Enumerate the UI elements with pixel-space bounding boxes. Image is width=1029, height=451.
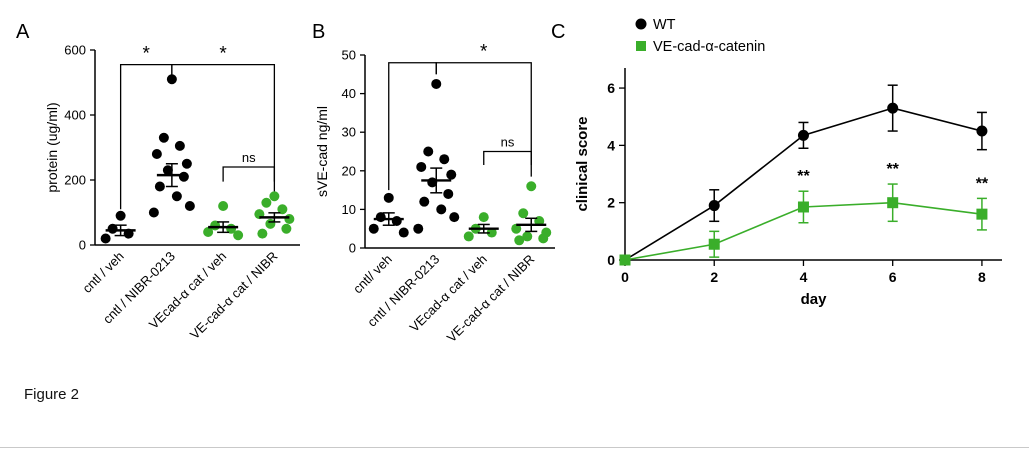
- panel-b-label: B: [312, 21, 326, 43]
- svg-text:VE-cad-α cat / NIBR: VE-cad-α cat / NIBR: [187, 249, 281, 343]
- figure-caption: Figure 2: [24, 386, 80, 403]
- svg-text:clinical score: clinical score: [574, 116, 591, 211]
- svg-text:2: 2: [710, 269, 718, 285]
- svg-text:200: 200: [64, 173, 86, 188]
- svg-text:**: **: [886, 161, 899, 178]
- svg-text:0: 0: [621, 269, 629, 285]
- svg-text:WT: WT: [653, 17, 676, 33]
- svg-text:sVE-cad ng/ml: sVE-cad ng/ml: [314, 106, 330, 197]
- page-divider: [0, 447, 1029, 448]
- svg-text:8: 8: [978, 269, 986, 285]
- panel-a-label: A: [16, 21, 30, 43]
- svg-text:20: 20: [342, 163, 356, 178]
- svg-text:*: *: [480, 42, 488, 63]
- svg-text:0: 0: [349, 241, 356, 256]
- svg-text:10: 10: [342, 202, 356, 217]
- svg-text:cntl / veh: cntl / veh: [79, 249, 126, 296]
- svg-text:600: 600: [64, 43, 86, 58]
- svg-text:2: 2: [607, 195, 615, 211]
- svg-text:30: 30: [342, 125, 356, 140]
- svg-text:4: 4: [800, 269, 808, 285]
- svg-text:40: 40: [342, 86, 356, 101]
- svg-text:ns: ns: [242, 150, 256, 165]
- panel-c-chart: 0 2 4 6 0 2 4 6 8 day clinical score WT VE-cad-α-cat…: [574, 17, 1002, 308]
- svg-text:400: 400: [64, 108, 86, 123]
- svg-text:protein (ug/ml): protein (ug/ml): [44, 102, 60, 192]
- svg-text:0: 0: [79, 238, 86, 253]
- svg-text:0: 0: [607, 252, 615, 268]
- svg-text:ns: ns: [501, 135, 515, 150]
- svg-text:6: 6: [889, 269, 897, 285]
- svg-text:VE-cad-α cat / NIBR: VE-cad-α cat / NIBR: [444, 252, 538, 346]
- svg-text:**: **: [797, 168, 810, 185]
- svg-text:VE-cad-α-catenin: VE-cad-α-catenin: [653, 39, 765, 55]
- svg-text:6: 6: [607, 80, 615, 96]
- svg-text:50: 50: [342, 48, 356, 63]
- panel-c-label: C: [551, 21, 566, 43]
- svg-text:4: 4: [607, 137, 615, 153]
- svg-text:*: *: [219, 44, 227, 65]
- svg-text:day: day: [801, 291, 828, 308]
- svg-text:cntl/ veh: cntl/ veh: [350, 252, 395, 297]
- svg-text:*: *: [143, 44, 151, 65]
- svg-text:**: **: [976, 175, 989, 192]
